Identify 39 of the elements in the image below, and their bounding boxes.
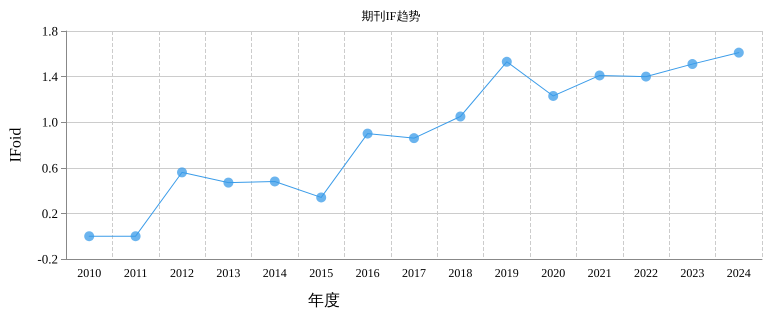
point [130, 231, 141, 242]
x-tick-label: 2017 [402, 266, 426, 280]
point [409, 133, 419, 144]
point [84, 231, 94, 242]
point [362, 128, 373, 139]
y-axis-title: IFoid [8, 128, 24, 162]
point [502, 56, 512, 67]
point [594, 70, 605, 80]
x-tick-label: 2013 [216, 266, 240, 280]
y-tick-label: 1.8 [42, 24, 58, 38]
x-tick-label: 2018 [448, 266, 472, 280]
point [734, 48, 744, 58]
point [455, 112, 466, 122]
x-tick-label: 2016 [356, 266, 380, 280]
point [270, 176, 280, 186]
chart-title: 期刊IF趋势 [362, 9, 420, 23]
x-tick-label: 2022 [634, 266, 658, 280]
point [548, 90, 558, 101]
point [316, 192, 326, 202]
x-axis-title: 年度 [308, 292, 340, 310]
point [223, 178, 234, 188]
y-tick-label: 0.2 [42, 206, 58, 221]
x-tick-label: 2019 [494, 266, 519, 280]
x-tick-label: 2023 [680, 266, 704, 280]
y-tick-label: 1.0 [42, 114, 58, 130]
x-tick-label: 2010 [77, 266, 102, 280]
y-tick-label: 0.6 [42, 160, 58, 176]
point [177, 167, 187, 178]
x-tick-label: 2014 [262, 266, 287, 280]
y-tick-label: -0.2 [37, 252, 58, 266]
x-tick-label: 2011 [124, 266, 148, 280]
x-tick-label: 2015 [309, 266, 334, 280]
x-tick-label: 2021 [588, 266, 612, 280]
y-tick-label: 1.4 [42, 69, 58, 84]
point [687, 59, 698, 70]
point [641, 72, 651, 82]
x-tick-label: 2012 [170, 266, 194, 280]
x-tick-label: 2024 [726, 266, 751, 280]
x-tick-label: 2020 [541, 266, 566, 280]
